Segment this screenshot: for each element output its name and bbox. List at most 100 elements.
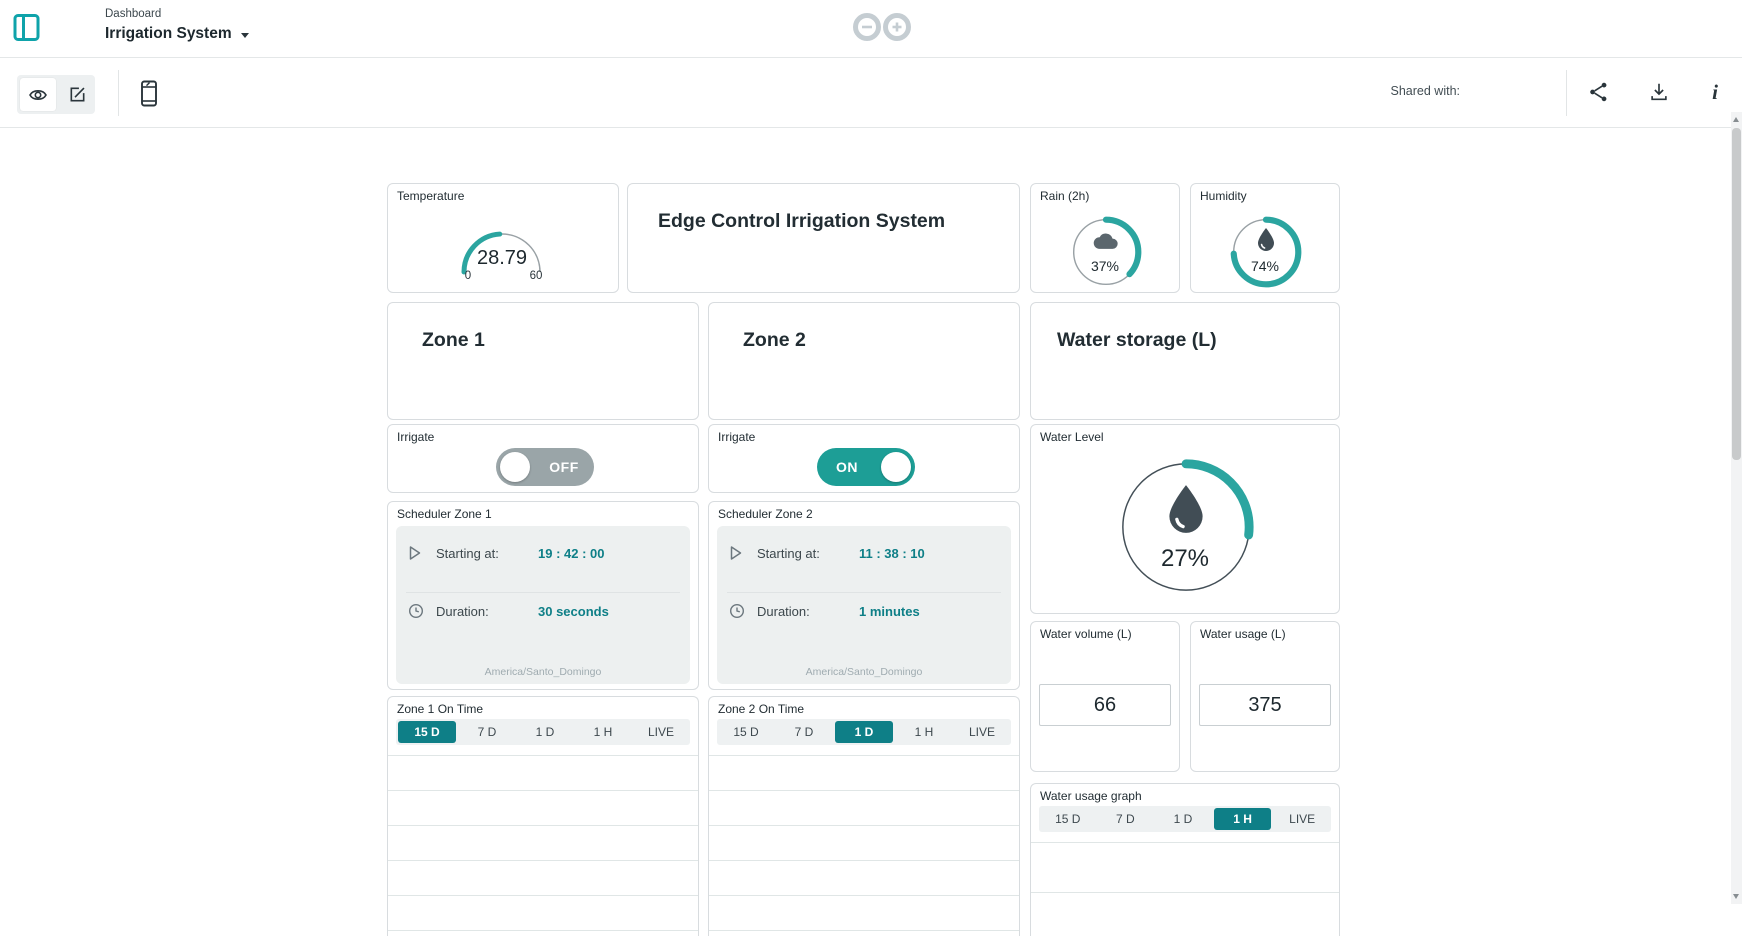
duration-value: 30 seconds [538, 603, 609, 619]
duration-label: Duration: [436, 603, 489, 619]
water-volume-widget: Water volume (L) 66 [1030, 621, 1180, 772]
cloud-icon [1093, 233, 1118, 249]
timezone-label: America/Santo_Domingo [805, 666, 923, 678]
water-storage-title-text: Water storage (L) [1057, 329, 1217, 351]
mobile-preview-button[interactable] [136, 78, 162, 108]
zone1-on-time-widget: Zone 1 On Time 15 D 7 D 1 D 1 H LIVE [387, 696, 699, 936]
row-divider [727, 592, 1001, 593]
widget-label: Water volume (L) [1040, 627, 1132, 641]
range-15d-button[interactable]: 15 D [733, 725, 759, 739]
gauge-min-label: 0 [464, 270, 472, 282]
play-icon [408, 545, 424, 561]
scheduler-zone1-widget: Scheduler Zone 1 Starting at: 19 : 42 : … [387, 501, 699, 690]
widget-label: Rain (2h) [1040, 189, 1090, 203]
toggle-knob [881, 452, 911, 482]
water-drop-icon [1258, 228, 1274, 251]
sidebar-toggle-button[interactable] [13, 13, 41, 43]
temperature-widget: Temperature 28.79 0 60 [387, 183, 619, 293]
scheduler-panel: Starting at: 19 : 42 : 00 Duration: 30 s… [396, 526, 690, 684]
range-7d-button[interactable]: 7 D [1116, 812, 1135, 826]
range-1h-button[interactable]: 1 H [593, 725, 613, 739]
range-live-button[interactable]: LIVE [1289, 812, 1316, 826]
range-1d-button[interactable]: 1 D [1173, 812, 1193, 826]
zone2-on-time-widget: Zone 2 On Time 15 D 7 D 1 D 1 H LIVE [708, 696, 1020, 936]
widget-label: Zone 1 On Time [397, 702, 484, 716]
irrigate-zone1-widget: Irrigate OFF [387, 424, 699, 493]
range-7d-button[interactable]: 7 D [477, 725, 497, 739]
info-icon: i [1712, 79, 1718, 104]
widget-label: Zone 2 On Time [718, 702, 805, 716]
water-usage-value[interactable]: 375 [1199, 684, 1331, 726]
download-icon [1651, 83, 1667, 101]
rain-widget: Rain (2h) 37% [1030, 183, 1180, 293]
irrigate-zone1-toggle[interactable]: OFF [496, 448, 594, 486]
water-level-widget: Water Level 27% [1030, 424, 1340, 614]
zone1-title-widget: Zone 1 [387, 302, 699, 420]
zone1-on-time-chart [388, 755, 698, 936]
water-usage-graph-widget: Water usage graph 15 D 7 D 1 D 1 H LIVE [1030, 783, 1340, 936]
zone2-on-time-chart [709, 755, 1019, 936]
rain-ring-gauge [1070, 216, 1142, 288]
download-button[interactable] [1646, 79, 1672, 105]
view-mode-button[interactable] [20, 78, 56, 111]
play-icon [729, 545, 745, 561]
range-15d-button[interactable]: 15 D [398, 721, 456, 743]
scroll-up-arrow[interactable] [1733, 117, 1739, 122]
range-live-button[interactable]: LIVE [968, 725, 995, 739]
share-button[interactable] [1586, 79, 1612, 105]
water-storage-title-widget: Water storage (L) [1030, 302, 1340, 420]
range-1h-button[interactable]: 1 H [1213, 808, 1272, 830]
dashboard-title-dropdown[interactable]: Irrigation System [105, 25, 249, 43]
water-usage-widget: Water usage (L) 375 [1190, 621, 1340, 772]
app-header: Dashboard Irrigation System [0, 0, 1742, 58]
clock-icon [729, 603, 745, 619]
duration-value: 1 minutes [859, 603, 920, 619]
widget-label: Scheduler Zone 2 [718, 507, 813, 521]
info-button[interactable]: i [1702, 79, 1728, 105]
range-live-button[interactable]: LIVE [647, 725, 674, 739]
widget-label: Humidity [1200, 189, 1247, 203]
water-level-value: 27% [1160, 545, 1210, 572]
humidity-ring-gauge [1230, 216, 1302, 288]
phone-icon [141, 80, 157, 106]
water-usage-chart [1031, 842, 1339, 936]
widget-label: Water usage (L) [1200, 627, 1286, 641]
zone2-title-text: Zone 2 [743, 329, 806, 351]
starting-at-value: 19 : 42 : 00 [538, 545, 605, 561]
page-title: Irrigation System [105, 25, 232, 42]
scheduler-panel: Starting at: 11 : 38 : 10 Duration: 1 mi… [717, 526, 1011, 684]
widget-label: Temperature [397, 189, 465, 203]
toggle-state-label: OFF [549, 459, 579, 475]
irrigate-zone2-toggle[interactable]: ON [817, 448, 915, 486]
timezone-label: America/Santo_Domingo [484, 666, 602, 678]
range-7d-button[interactable]: 7 D [794, 725, 814, 739]
humidity-value: 74% [1250, 258, 1280, 274]
view-edit-mode-group [17, 75, 95, 114]
irrigate-zone2-widget: Irrigate ON [708, 424, 1020, 493]
range-15d-button[interactable]: 15 D [1055, 812, 1081, 826]
rain-value: 37% [1090, 258, 1120, 274]
starting-at-label: Starting at: [436, 545, 499, 561]
time-range-selector: 15 D 7 D 1 D 1 H LIVE [396, 719, 690, 745]
main-title-widget: Edge Control Irrigation System [627, 183, 1020, 293]
sidebar-panel-icon [13, 14, 40, 41]
breadcrumb: Dashboard [105, 8, 162, 20]
water-volume-value[interactable]: 66 [1039, 684, 1171, 726]
gauge-max-label: 60 [529, 270, 543, 282]
range-1d-button[interactable]: 1 D [835, 721, 893, 743]
water-drop-icon [1169, 485, 1203, 533]
scrollbar-thumb[interactable] [1732, 128, 1741, 460]
scroll-down-arrow[interactable] [1733, 894, 1739, 899]
dashboard-heading-text: Edge Control Irrigation System [658, 210, 946, 232]
edit-mode-button[interactable] [59, 78, 95, 111]
range-1h-button[interactable]: 1 H [914, 725, 934, 739]
toggle-state-label: ON [836, 459, 858, 475]
widget-label: Water usage graph [1040, 789, 1142, 803]
edit-pencil-icon [70, 87, 85, 102]
time-range-selector: 15 D 7 D 1 D 1 H LIVE [1039, 806, 1331, 832]
widget-label: Irrigate [718, 430, 756, 444]
range-1d-button[interactable]: 1 D [535, 725, 555, 739]
widget-label: Scheduler Zone 1 [397, 507, 492, 521]
arduino-logo-icon [846, 9, 918, 50]
clock-icon [408, 603, 424, 619]
